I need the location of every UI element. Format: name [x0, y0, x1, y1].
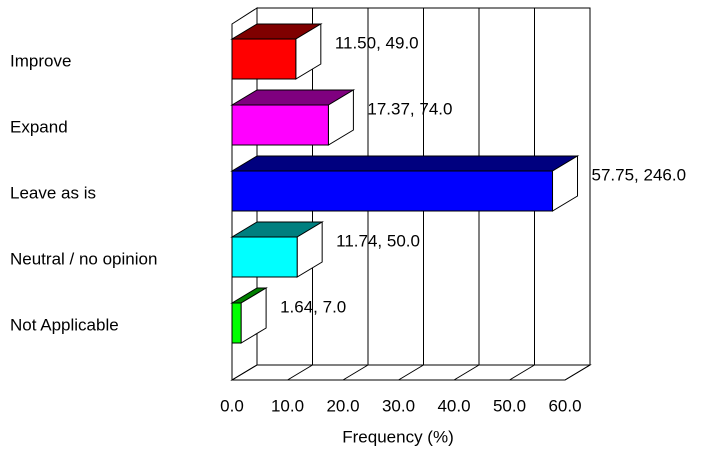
floor-grid-line	[231, 364, 258, 381]
floor-grid-line	[287, 364, 313, 381]
bar	[231, 38, 297, 80]
x-tick-label: 10.0	[271, 396, 304, 415]
value-label: 11.74, 50.0	[336, 231, 420, 250]
x-tick-label: 40.0	[437, 396, 470, 415]
bar	[231, 170, 554, 212]
y-tick-label: Neutral / no opinion	[10, 249, 157, 268]
floor-grid-line	[398, 364, 424, 381]
value-label: 17.37, 74.0	[367, 99, 452, 118]
x-tick-label: 30.0	[382, 396, 415, 415]
y-tick-label: Leave as is	[10, 183, 96, 202]
x-tick-label: 50.0	[493, 396, 526, 415]
bar-top	[230, 155, 580, 172]
y-tick-label: Expand	[10, 117, 68, 136]
x-tick-label: 20.0	[326, 396, 359, 415]
floor-grid-line	[509, 364, 535, 381]
x-axis-label: Frequency (%)	[342, 427, 453, 446]
floor-grid-line	[564, 364, 591, 381]
value-label: 1.64, 7.0	[280, 297, 346, 316]
value-label: 11.50, 49.0	[335, 33, 419, 52]
x-tick-label: 0.0	[220, 396, 244, 415]
bar	[231, 104, 329, 146]
value-label: 57.75, 246.0	[592, 165, 687, 184]
bar	[231, 302, 242, 344]
floor-grid-line	[342, 364, 369, 381]
y-tick-label: Improve	[10, 51, 71, 70]
y-tick-label: Not Applicable	[10, 315, 119, 334]
bar	[231, 236, 298, 278]
x-tick-label: 60.0	[548, 396, 581, 415]
floor-grid-line	[453, 364, 480, 381]
